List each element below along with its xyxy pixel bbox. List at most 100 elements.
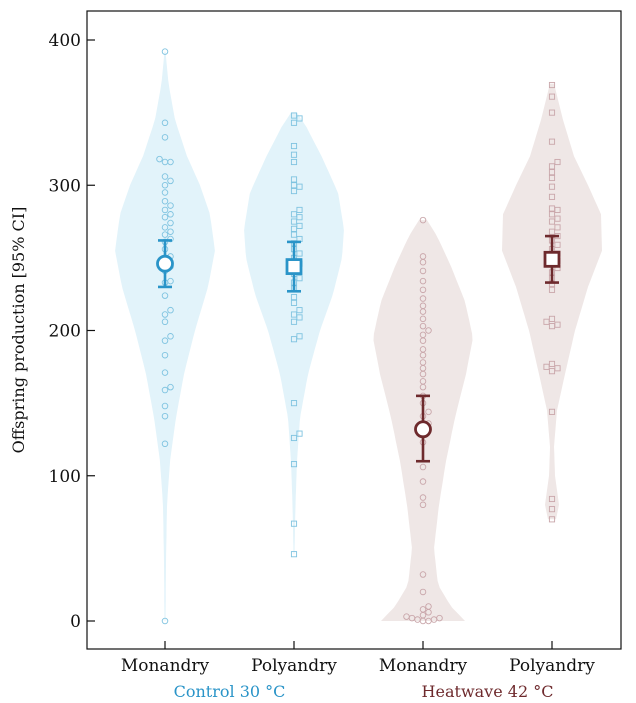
- y-tick-label-100: 100: [49, 467, 81, 487]
- data-point-2-2: [290, 520, 298, 527]
- data-point-4-39: [548, 138, 556, 145]
- data-point-2-31: [290, 211, 298, 218]
- mean-marker-4: [543, 250, 561, 268]
- data-point-1-42: [161, 48, 169, 55]
- y-tick-label-0: 0: [70, 612, 81, 632]
- y-tick-label-200: 200: [49, 322, 81, 342]
- x-axis: Monandry Polyandry Monandry Polyandry: [121, 641, 595, 676]
- data-point-3-10: [419, 606, 427, 613]
- data-point-2-6: [290, 400, 298, 407]
- data-point-2-35: [290, 182, 298, 189]
- data-point-3-16: [419, 478, 427, 485]
- data-point-2-38: [290, 151, 298, 158]
- data-point-4-23: [554, 241, 561, 248]
- mean-marker-3: [414, 420, 432, 439]
- data-point-2-13: [290, 299, 298, 306]
- data-point-2-39: [290, 142, 298, 150]
- data-point-3-44: [419, 253, 427, 260]
- data-point-1-12: [161, 311, 169, 318]
- data-point-2-3: [290, 461, 298, 468]
- data-point-4-35: [548, 174, 556, 182]
- data-point-4-12: [548, 315, 556, 322]
- data-point-1-28: [161, 213, 169, 221]
- data-point-3-13: [419, 571, 427, 578]
- data-point-3-33: [419, 331, 427, 339]
- y-axis-label: Offspring production [95% CI]: [9, 207, 28, 454]
- data-point-2-12: [296, 307, 303, 314]
- data-point-4-34: [548, 183, 556, 190]
- data-point-1-3: [161, 412, 169, 420]
- data-point-1-29: [167, 211, 174, 218]
- x-tick-label-2: Polyandry: [251, 656, 337, 676]
- y-tick-label-400: 400: [49, 31, 81, 51]
- data-point-2-37: [290, 158, 298, 166]
- data-point-1-14: [161, 292, 169, 299]
- data-point-4-4: [548, 408, 556, 415]
- data-point-1-16: [167, 277, 174, 285]
- data-point-2-40: [290, 119, 298, 126]
- data-point-4-37: [548, 163, 556, 170]
- data-point-3-35: [419, 322, 427, 330]
- data-point-4-6: [554, 365, 561, 372]
- data-point-1-7: [161, 369, 169, 376]
- data-point-3-36: [419, 315, 427, 323]
- data-point-2-17: [296, 275, 303, 282]
- data-point-2-32: [296, 206, 303, 213]
- data-point-4-30: [548, 211, 556, 218]
- data-point-2-11: [290, 311, 298, 318]
- data-point-1-4: [161, 402, 169, 410]
- violin-layer: [115, 51, 602, 622]
- summary-layer: [156, 234, 561, 463]
- data-point-4-2: [548, 506, 556, 513]
- data-point-2-33: [290, 188, 298, 195]
- data-point-2-29: [290, 218, 298, 225]
- data-point-4-3: [548, 495, 556, 503]
- data-point-1-36: [161, 173, 169, 180]
- data-point-2-22: [296, 250, 303, 257]
- y-axis: 0 100 200 300 400: [49, 31, 95, 632]
- data-point-4-36: [548, 169, 556, 176]
- data-point-2-4: [290, 434, 298, 442]
- data-point-1-26: [161, 224, 169, 231]
- data-point-1-2: [161, 440, 169, 448]
- data-point-4-40: [548, 109, 556, 116]
- data-point-4-42: [548, 81, 556, 89]
- data-point-2-36: [290, 176, 298, 183]
- data-point-4-27: [554, 224, 561, 231]
- data-point-1-10: [167, 333, 174, 340]
- data-point-4-32: [548, 205, 556, 212]
- data-point-1-39: [156, 155, 163, 163]
- data-point-1-13: [167, 306, 174, 314]
- data-point-3-38: [419, 302, 427, 310]
- point-layer: [156, 48, 561, 625]
- data-point-3-29: [419, 359, 427, 366]
- violin-4: [502, 83, 602, 520]
- data-point-1-32: [161, 197, 169, 205]
- data-point-1-11: [161, 318, 169, 326]
- data-point-3-14: [419, 501, 427, 509]
- data-point-2-42: [290, 112, 298, 119]
- data-point-1-33: [161, 189, 169, 196]
- data-point-1-38: [167, 158, 174, 166]
- violin-2: [244, 112, 344, 555]
- group-label-1: Control 30 °C: [174, 682, 286, 701]
- data-point-1-24: [161, 231, 169, 238]
- data-point-3-7: [403, 613, 410, 620]
- data-point-3-39: [419, 295, 427, 302]
- data-point-4-38: [554, 158, 561, 166]
- data-point-1-30: [161, 206, 169, 214]
- data-point-3-22: [425, 408, 432, 416]
- data-point-3-34: [425, 327, 432, 334]
- data-point-1-35: [167, 177, 174, 185]
- data-point-3-40: [419, 286, 427, 294]
- data-point-4-8: [548, 360, 556, 367]
- x-tick-label-3: Monandry: [379, 656, 468, 676]
- group-label-2: Heatwave 42 °C: [422, 682, 554, 701]
- data-point-2-1: [290, 551, 298, 558]
- mean-marker-2: [285, 258, 303, 275]
- data-point-1-40: [161, 134, 169, 141]
- data-point-4-26: [548, 228, 556, 235]
- data-point-1-5: [161, 386, 169, 394]
- data-point-2-8: [296, 333, 303, 340]
- violin-1: [115, 51, 215, 622]
